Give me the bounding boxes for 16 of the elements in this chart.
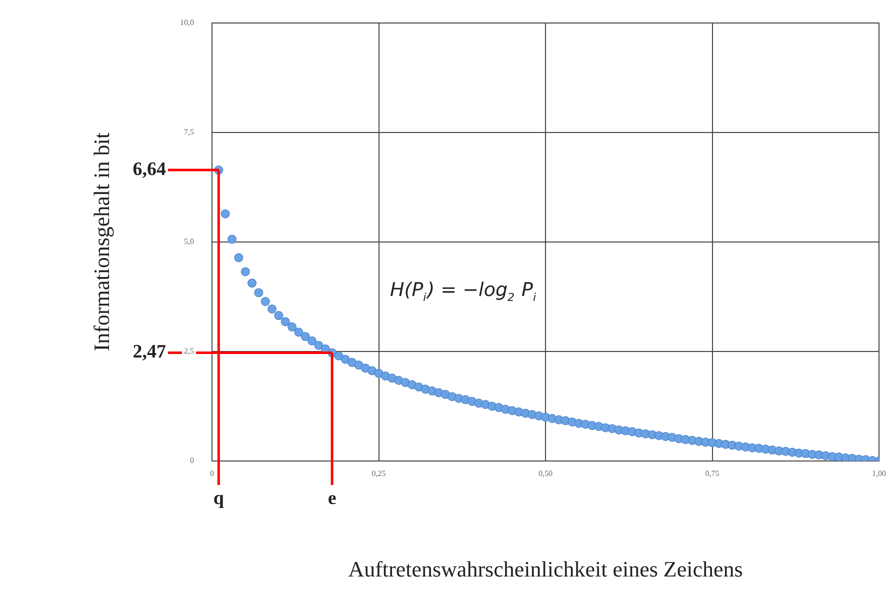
x-tick-label: 0,75 [705,468,720,478]
y-tick-label: 0 [190,456,194,466]
ref-line-label: 2,47 [132,342,166,363]
y-axis-title: Informationsgehalt in bit [88,132,114,352]
ref-line-label: e [328,488,336,509]
y-tick-label: 5,0 [184,236,194,246]
x-tick-label: 0,50 [538,468,552,478]
y-tick-label: 10,0 [180,18,194,27]
x-tick-label: 0 [210,468,214,478]
ref-line-label: q [213,488,224,509]
y-tick-label: 2,5 [184,346,194,356]
y-tick-label: 7,5 [184,127,194,136]
x-tick-label: 1,00 [872,468,886,478]
x-tick-label: 0,25 [372,468,386,478]
x-axis-title: Auftretenswahrscheinlichkeit eines Zeichens [348,556,743,582]
ref-line-label: 6,64 [132,158,166,180]
